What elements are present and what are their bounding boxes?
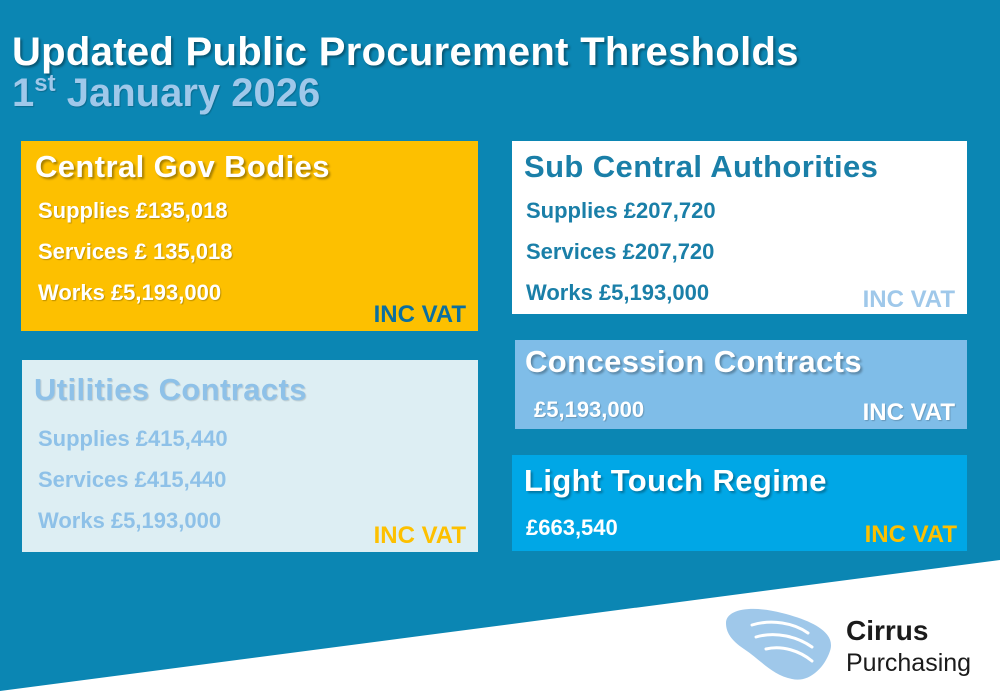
date-day: 1 [12, 71, 35, 115]
light-touch-threshold: £663,540 [526, 515, 618, 540]
services-threshold: Services £207,720 [526, 239, 715, 264]
cirrus-purchasing-logo: Cirrus Purchasing [722, 603, 992, 685]
date-rest: January 2026 [66, 71, 321, 115]
cloud-swirl-icon [726, 608, 831, 680]
supplies-threshold: Supplies £135,018 [38, 198, 228, 223]
box-heading: Sub Central Authorities [524, 149, 879, 184]
works-threshold: Works £5,193,000 [38, 508, 222, 533]
sub-central-authorities-box: Sub Central Authorities Supplies £207,72… [512, 141, 967, 314]
inc-vat-label: INC VAT [864, 521, 957, 548]
central-gov-bodies-box: Central Gov Bodies Supplies £135,018 Ser… [21, 141, 478, 331]
page-date: 1st January 2026 [12, 70, 320, 116]
page-title: Updated Public Procurement Thresholds [12, 30, 799, 74]
services-threshold: Services £ 135,018 [38, 239, 233, 264]
inc-vat-label: INC VAT [373, 522, 466, 549]
box-heading: Light Touch Regime [524, 463, 827, 498]
inc-vat-label: INC VAT [373, 301, 466, 328]
logo-subname: Purchasing [846, 649, 972, 677]
box-heading: Utilities Contracts [34, 372, 307, 407]
inc-vat-label: INC VAT [862, 286, 955, 313]
supplies-threshold: Supplies £207,720 [526, 198, 716, 223]
light-touch-regime-box: Light Touch Regime £663,540 INC VAT [512, 455, 967, 551]
concession-threshold: £5,193,000 [534, 397, 645, 422]
logo-name: Cirrus [846, 615, 929, 646]
works-threshold: Works £5,193,000 [38, 280, 222, 305]
concession-contracts-box: Concession Contracts £5,193,000 INC VAT [515, 340, 967, 429]
box-heading: Concession Contracts [525, 344, 863, 379]
services-threshold: Services £415,440 [38, 467, 227, 492]
works-threshold: Works £5,193,000 [526, 280, 710, 305]
box-heading: Central Gov Bodies [35, 149, 330, 184]
inc-vat-label: INC VAT [862, 399, 955, 426]
utilities-contracts-box: Utilities Contracts Supplies £415,440 Se… [22, 360, 478, 552]
date-suffix: st [34, 70, 56, 97]
supplies-threshold: Supplies £415,440 [38, 426, 228, 451]
